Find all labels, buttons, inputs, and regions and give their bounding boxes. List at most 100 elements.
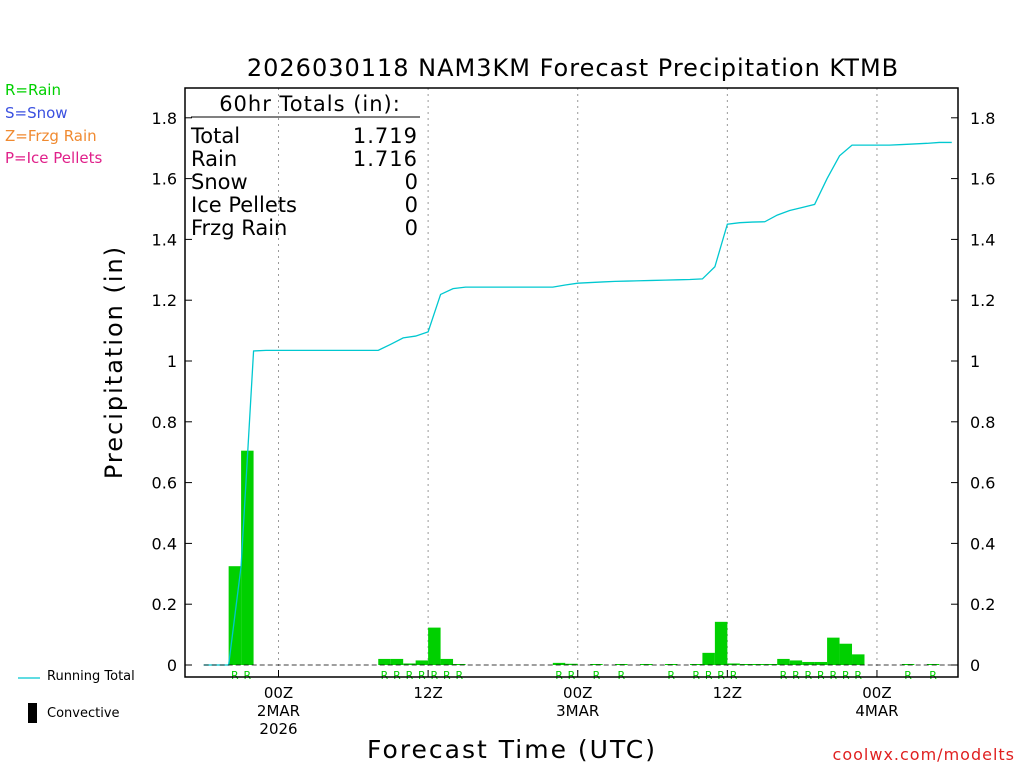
x-tick-label: 4MAR xyxy=(855,702,898,720)
precip-type-marker: R xyxy=(792,669,800,682)
y-axis-right: 0 0.2 0.4 0.6 0.8 1 1.2 1.4 1.6 1.8 xyxy=(951,109,995,675)
running-total-line xyxy=(203,141,952,666)
y-tick-label: 1.4 xyxy=(152,230,177,249)
precip-type-marker: R xyxy=(231,669,239,682)
totals-row-label: Total xyxy=(190,124,240,148)
x-tick-label: 2026 xyxy=(259,720,297,738)
precip-bar xyxy=(665,664,678,665)
precip-type-marker: R xyxy=(842,669,850,682)
precip-type-marker: R xyxy=(418,669,426,682)
precip-type-marker: R xyxy=(431,669,439,682)
y-tick-label: 0.8 xyxy=(152,413,177,432)
y-tick-label: 1.4 xyxy=(970,230,995,249)
precip-bar xyxy=(802,661,815,665)
y-tick-label: 1.6 xyxy=(970,170,995,189)
hourly-precip-bars xyxy=(228,450,940,665)
precip-type-marker: R xyxy=(929,669,937,682)
totals-row-value: 0 xyxy=(405,216,418,240)
y-tick-label: 1 xyxy=(970,352,980,371)
precip-bar xyxy=(789,660,803,665)
precip-bar xyxy=(764,664,778,665)
precip-bar xyxy=(378,658,391,665)
totals-row-label: Snow xyxy=(191,170,248,194)
y-tick-label: 1.8 xyxy=(152,109,177,128)
legend-ice-pellets: P=Ice Pellets xyxy=(5,149,102,167)
precip-bar xyxy=(640,664,653,665)
x-tick-label: 12Z xyxy=(413,684,442,702)
y-tick-label: 1.8 xyxy=(970,109,995,128)
precip-bar xyxy=(926,664,940,665)
x-tick-label: 12Z xyxy=(713,684,742,702)
precip-type-marker: R xyxy=(568,669,576,682)
y-tick-label: 0 xyxy=(167,656,177,675)
y-tick-label: 0.4 xyxy=(152,534,177,553)
y-axis-left: 0 0.2 0.4 0.6 0.8 1 1.2 1.4 1.6 1.8 xyxy=(152,109,192,675)
precip-type-marker: R xyxy=(393,669,401,682)
precip-type-marker: R xyxy=(618,669,626,682)
y-tick-label: 1.6 xyxy=(152,170,177,189)
legend-frzg-rain: Z=Frzg Rain xyxy=(5,127,97,145)
precip-bar xyxy=(403,663,416,665)
site-credit: coolwx.com/modelts xyxy=(832,745,1015,764)
y-tick-label: 0.2 xyxy=(970,595,995,614)
precip-type-marker: R xyxy=(692,669,700,682)
precip-type-marker: R xyxy=(717,669,725,682)
x-tick-label: 2MAR xyxy=(257,702,300,720)
precip-bar xyxy=(727,663,740,665)
precip-type-marker: R xyxy=(455,669,463,682)
precip-type-marker: R xyxy=(244,669,252,682)
precip-type-marker: R xyxy=(817,669,825,682)
y-tick-label: 1.2 xyxy=(970,291,995,310)
precip-bar xyxy=(752,664,765,665)
precip-type-marker: R xyxy=(730,669,738,682)
precip-type-marker: R xyxy=(904,669,912,682)
legend-frzg-label: Z=Frzg Rain xyxy=(5,127,97,145)
y-tick-label: 0.8 xyxy=(970,413,995,432)
y-tick-label: 0.6 xyxy=(152,474,177,493)
y-tick-label: 1.2 xyxy=(152,291,177,310)
precip-type-marker: R xyxy=(406,669,414,682)
precip-bar xyxy=(615,664,628,665)
x-tick-label: 00Z xyxy=(563,684,592,702)
totals-row-value: 1.716 xyxy=(353,147,418,171)
legend-running-total-label: Running Total xyxy=(47,669,135,684)
precip-bar xyxy=(814,661,828,665)
x-tick-label: 00Z xyxy=(862,684,891,702)
totals-heading: 60hr Totals (in): xyxy=(219,92,401,116)
legend-convective-label: Convective xyxy=(47,706,120,721)
vertical-gridlines xyxy=(278,88,878,677)
precip-bar xyxy=(777,658,790,665)
precip-bar xyxy=(590,664,603,665)
precip-bar xyxy=(839,643,853,665)
legend-ice-label: P=Ice Pellets xyxy=(5,149,103,167)
y-tick-label: 0 xyxy=(970,656,980,675)
y-tick-label: 1 xyxy=(167,352,177,371)
precip-type-marker: R xyxy=(854,669,862,682)
legend-snow-label: S=Snow xyxy=(5,104,68,122)
precip-bar xyxy=(453,664,466,665)
legend-rain: R=Rain xyxy=(5,81,61,99)
precip-type-marker: R xyxy=(667,669,675,682)
precip-bar xyxy=(241,450,254,665)
x-tick-label: 00Z xyxy=(264,684,293,702)
precip-bar xyxy=(440,658,454,665)
x-tick-label: 3MAR xyxy=(556,702,599,720)
precip-bar xyxy=(827,637,840,665)
totals-row-value: 0 xyxy=(405,170,418,194)
precip-bar xyxy=(702,652,715,665)
convective-legend-swatch xyxy=(28,703,37,723)
legend-running-total: Running Total xyxy=(47,669,135,684)
precip-type-marker: R xyxy=(805,669,813,682)
precip-bar xyxy=(390,658,404,665)
totals-row-label: Rain xyxy=(191,147,237,171)
legend-convective: Convective xyxy=(47,706,120,721)
precip-type-marker: R xyxy=(593,669,601,682)
precip-type-marker: R xyxy=(381,669,389,682)
plot-frame xyxy=(184,87,959,678)
y-tick-label: 0.2 xyxy=(152,595,177,614)
precip-bar xyxy=(428,627,441,665)
precip-bar xyxy=(552,662,566,665)
